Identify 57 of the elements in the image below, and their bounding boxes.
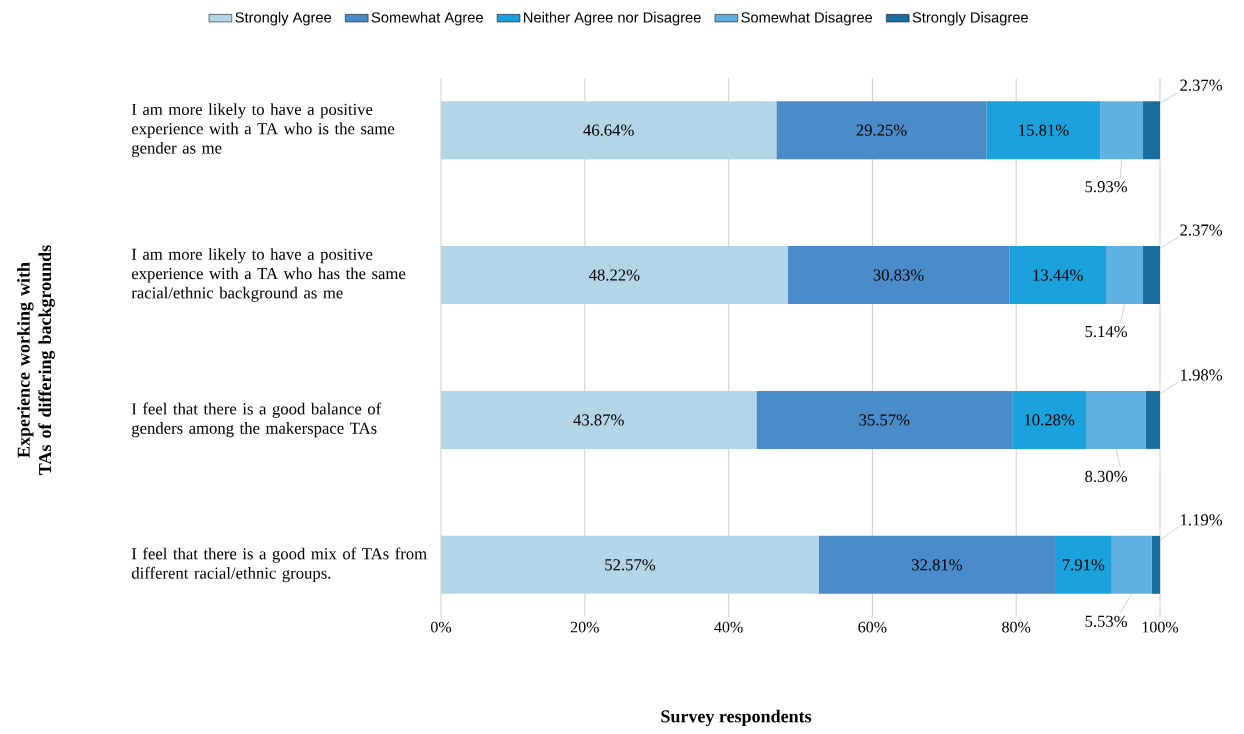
bar <box>1142 246 1161 305</box>
y-tick-label: I am more likely to have a positive experience with a TA who is the same gender as me <box>131 103 395 158</box>
bar <box>1151 535 1161 594</box>
data-label: 2.37% <box>1180 79 1223 91</box>
legend-label: Strongly Agree <box>235 11 332 26</box>
data-label: 5.93% <box>1085 181 1128 193</box>
x-tick-label: 100% <box>1142 621 1179 633</box>
data-label: 7.91% <box>1062 559 1105 571</box>
data-label: 1.19% <box>1181 514 1223 526</box>
legend-label: Somewhat Disagree <box>741 11 873 26</box>
data-label: 48.22% <box>589 269 640 281</box>
x-axis-title: Survey respondents <box>661 709 812 727</box>
data-label: 29.25% <box>856 124 907 136</box>
x-tick-label: 80% <box>1002 621 1031 633</box>
bar <box>1106 246 1143 305</box>
bar <box>1111 535 1152 594</box>
y-tick-label: I feel that there is a good balance of genders among the makerspace TAs <box>131 402 382 438</box>
bar <box>1054 535 1112 594</box>
y-tick-label: I feel that there is a good mix of TAs from different racial/ethnic groups. <box>131 547 427 583</box>
legend-label: Strongly Disagree <box>912 11 1028 26</box>
y-axis-title: Experience working with TAs of differing backgrounds <box>17 245 55 475</box>
y-tick-label: I am more likely to have a positive experience with a TA who has the same racial/ethnic background as me <box>131 248 406 302</box>
legend-label: Neither Agree nor Disagree <box>524 11 701 26</box>
data-label: 43.87% <box>573 414 624 426</box>
x-tick-label: 60% <box>858 621 887 633</box>
bar <box>787 246 1010 305</box>
bar <box>1009 246 1107 305</box>
bar <box>1086 390 1146 449</box>
data-label: 15.81% <box>1019 124 1069 136</box>
data-label: 1.98% <box>1181 369 1223 381</box>
data-label: 35.57% <box>859 414 910 426</box>
bar <box>776 101 987 160</box>
data-label: 2.37% <box>1180 224 1223 236</box>
bar <box>986 101 1101 160</box>
bar <box>1100 101 1143 160</box>
data-label: 30.83% <box>873 269 924 281</box>
bar <box>756 390 1013 449</box>
bar <box>441 535 819 594</box>
x-tick-label: 20% <box>570 621 599 633</box>
bar <box>1142 101 1161 160</box>
bar <box>441 246 788 305</box>
data-label: 46.64% <box>583 124 634 136</box>
bar <box>818 535 1055 594</box>
data-label: 10.28% <box>1024 414 1075 426</box>
x-tick-label: 0% <box>430 621 452 633</box>
legend-label: Somewhat Agree <box>371 11 483 26</box>
data-label: 8.30% <box>1085 470 1128 483</box>
bar <box>1012 390 1087 449</box>
data-label: 13.44% <box>1033 269 1083 281</box>
data-label: 52.57% <box>605 559 656 571</box>
bar <box>441 101 777 160</box>
data-label: 5.14% <box>1085 325 1128 338</box>
data-label: 5.53% <box>1085 615 1128 628</box>
x-tick-label: 40% <box>714 621 743 633</box>
data-label: 32.81% <box>912 559 963 571</box>
bar <box>1145 390 1161 449</box>
bar <box>441 390 757 449</box>
